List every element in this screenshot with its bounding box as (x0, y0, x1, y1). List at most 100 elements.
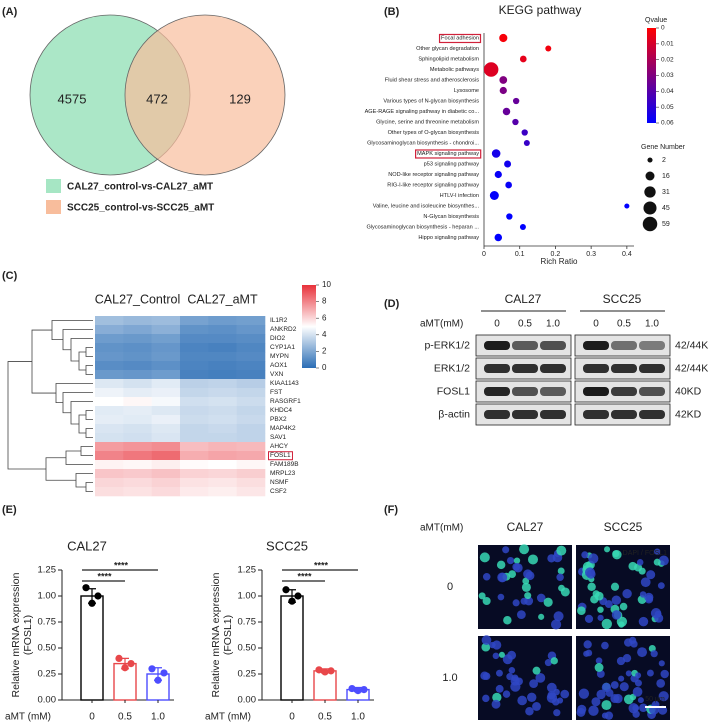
size-legend-dot (643, 201, 657, 215)
heat-cell (208, 370, 237, 380)
blot-band (583, 341, 609, 350)
cell (550, 619, 562, 630)
cell (492, 692, 502, 703)
gene-label: CYP1A1 (270, 344, 295, 351)
heat-cell (208, 316, 237, 326)
heat-cell (236, 388, 266, 398)
heat-cell (123, 424, 152, 434)
dot (483, 62, 499, 77)
pathway-label: Other glycan degradation (416, 46, 479, 52)
cell (508, 666, 516, 674)
x-axis-label: aMT (mM) (5, 712, 51, 723)
heat-cell (95, 316, 124, 326)
size-legend-label: 2 (662, 157, 666, 164)
heat-cell (123, 469, 152, 479)
heat-cell (95, 388, 124, 398)
cell (481, 642, 491, 652)
data-point (348, 684, 356, 693)
colorbar-label: 2 (322, 347, 327, 356)
colorbar (302, 285, 316, 368)
heat-cell (208, 334, 237, 344)
protein-label: ERK1/2 (434, 362, 470, 374)
protein-label: FOSL1 (437, 385, 470, 397)
y-tick-label: 0.50 (38, 643, 57, 654)
dot (545, 45, 552, 52)
dot (519, 224, 526, 230)
size-label: 42KD (675, 408, 702, 420)
size-label: 42/44KD (675, 339, 709, 351)
venn-count: 472 (146, 91, 168, 106)
x-tick-label: 0.1 (515, 251, 525, 258)
cell (502, 654, 513, 665)
gene-label: SAV1 (270, 434, 287, 441)
cell (512, 599, 520, 607)
dot (512, 118, 519, 126)
cell (546, 692, 558, 703)
pathway-label: MAPK signaling pathway (417, 151, 479, 157)
heat-cell (151, 469, 181, 479)
heat-cell (236, 352, 266, 362)
heat-cell (208, 406, 237, 416)
cell (489, 641, 496, 649)
size-legend-label: 16 (662, 173, 670, 180)
heat-cell (180, 388, 209, 398)
heat-cell (208, 487, 237, 497)
pathway-label: Valine, leucine and isoleucine biosynthe… (373, 203, 480, 209)
y-axis-label: Relative mRNA expression (10, 572, 22, 697)
heat-cell (208, 352, 237, 362)
gene-label: KIAA1143 (270, 380, 299, 387)
cell (521, 582, 531, 592)
dot (491, 149, 501, 158)
cell (632, 686, 643, 697)
heat-cell (236, 460, 266, 470)
pathway-label: p53 signaling pathway (424, 161, 480, 167)
cell (482, 672, 491, 681)
heat-cell (123, 334, 152, 344)
pathway-label: Lysosome (454, 88, 479, 94)
cell (516, 610, 526, 619)
cell (506, 556, 515, 565)
cell (556, 573, 564, 582)
heat-cell (151, 406, 181, 416)
cell (638, 616, 649, 627)
blot-band (484, 410, 510, 419)
cell (654, 610, 662, 618)
blot-band (512, 387, 538, 396)
heat-cell (95, 424, 124, 434)
chart-title: SCC25 (266, 538, 308, 553)
cell (596, 669, 605, 678)
heat-cell (236, 424, 266, 434)
colorbar-label: 0 (322, 363, 327, 372)
group-label: SCC25 (603, 292, 642, 306)
micrograph (478, 636, 572, 720)
gene-label: ANKRD2 (270, 326, 297, 333)
gene-label: VXN (270, 371, 284, 378)
cell (578, 688, 590, 699)
heat-cell (208, 460, 237, 470)
cell (637, 697, 644, 704)
cell (594, 663, 604, 672)
heat-cell (123, 442, 152, 452)
cell (618, 675, 625, 682)
y-tick-label: 0.00 (38, 695, 57, 706)
cell (512, 562, 521, 571)
size-legend-label: 45 (662, 205, 670, 212)
cell (635, 672, 642, 679)
cell (502, 690, 511, 698)
data-point (282, 586, 290, 594)
cell (585, 649, 593, 657)
heat-cell (236, 451, 266, 461)
data-point (121, 664, 129, 672)
heat-cell (151, 343, 181, 353)
panel-label: (E) (2, 504, 17, 516)
panel-label: (F) (384, 504, 398, 516)
cell (495, 684, 504, 693)
heat-cell (236, 397, 266, 407)
venn-count: 129 (229, 91, 251, 106)
blot-band (540, 410, 566, 419)
gene-label: NSMF (270, 479, 288, 486)
pathway-label: RIG-I-like receptor signaling pathway (387, 182, 479, 188)
cell (496, 560, 506, 570)
cell (526, 692, 537, 703)
heat-cell (151, 388, 181, 398)
